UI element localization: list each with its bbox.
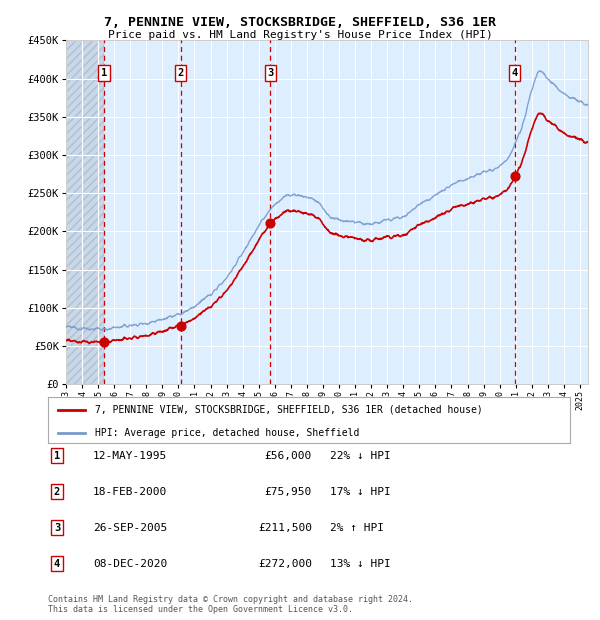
Point: [266, 218, 275, 228]
Text: 17% ↓ HPI: 17% ↓ HPI: [330, 487, 391, 497]
Text: 13% ↓ HPI: 13% ↓ HPI: [330, 559, 391, 569]
Point: [176, 321, 185, 331]
Text: 2% ↑ HPI: 2% ↑ HPI: [330, 523, 384, 533]
Text: 22% ↓ HPI: 22% ↓ HPI: [330, 451, 391, 461]
Text: 12-MAY-1995: 12-MAY-1995: [93, 451, 167, 461]
Text: 18-FEB-2000: 18-FEB-2000: [93, 487, 167, 497]
Text: HPI: Average price, detached house, Sheffield: HPI: Average price, detached house, Shef…: [95, 428, 359, 438]
Text: This data is licensed under the Open Government Licence v3.0.: This data is licensed under the Open Gov…: [48, 604, 353, 614]
Text: 3: 3: [268, 68, 274, 78]
Text: 3: 3: [54, 523, 60, 533]
Text: 4: 4: [511, 68, 518, 78]
Text: 08-DEC-2020: 08-DEC-2020: [93, 559, 167, 569]
Text: 1: 1: [101, 68, 107, 78]
Text: 26-SEP-2005: 26-SEP-2005: [93, 523, 167, 533]
Text: £272,000: £272,000: [258, 559, 312, 569]
Bar: [66, 40, 104, 384]
Point: [510, 172, 520, 182]
Text: Price paid vs. HM Land Registry's House Price Index (HPI): Price paid vs. HM Land Registry's House …: [107, 30, 493, 40]
Text: £211,500: £211,500: [258, 523, 312, 533]
Text: 7, PENNINE VIEW, STOCKSBRIDGE, SHEFFIELD, S36 1ER (detached house): 7, PENNINE VIEW, STOCKSBRIDGE, SHEFFIELD…: [95, 405, 483, 415]
Text: 2: 2: [54, 487, 60, 497]
Text: 1: 1: [54, 451, 60, 461]
Text: 4: 4: [54, 559, 60, 569]
Text: 2: 2: [178, 68, 184, 78]
Text: 7, PENNINE VIEW, STOCKSBRIDGE, SHEFFIELD, S36 1ER: 7, PENNINE VIEW, STOCKSBRIDGE, SHEFFIELD…: [104, 16, 496, 29]
Text: £56,000: £56,000: [265, 451, 312, 461]
Text: £75,950: £75,950: [265, 487, 312, 497]
Point: [99, 337, 109, 347]
Text: Contains HM Land Registry data © Crown copyright and database right 2024.: Contains HM Land Registry data © Crown c…: [48, 595, 413, 604]
